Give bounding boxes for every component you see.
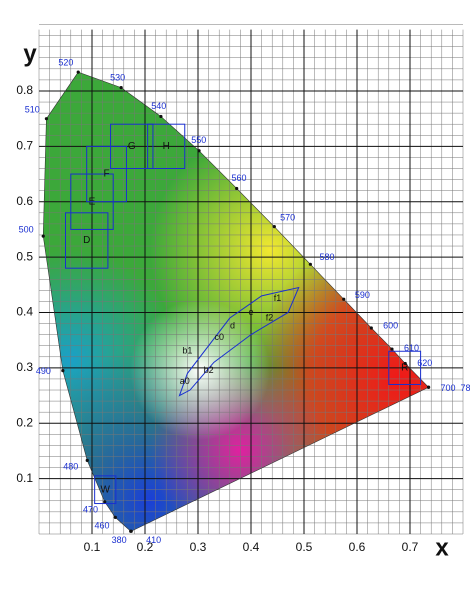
cell-label: d [230, 321, 235, 331]
x-tick-label: 0.1 [84, 540, 101, 554]
locus-point [390, 347, 394, 351]
y-tick-label: 0.6 [16, 194, 33, 208]
locus-point [342, 297, 346, 301]
locus-point [103, 500, 107, 504]
locus-point [272, 225, 276, 229]
grid [38, 24, 464, 535]
wavelength-label: 560 [232, 173, 247, 183]
cell-label: f1 [274, 293, 282, 303]
x-tick-label: 0.2 [137, 540, 154, 554]
tolerance-band [178, 286, 300, 397]
cell-label: a0 [180, 376, 190, 386]
wavelength-label: 540 [151, 101, 166, 111]
region-label: H [163, 141, 170, 152]
region-label: F [104, 169, 110, 180]
wavelength-label: 600 [383, 321, 398, 331]
region-box [65, 212, 109, 269]
wavelength-label: 570 [280, 212, 295, 222]
wavelength-label: 590 [355, 290, 370, 300]
wavelength-label: 780 [460, 383, 470, 393]
locus-point [197, 149, 201, 153]
locus-point [426, 385, 431, 389]
locus-point [403, 361, 407, 366]
wavelength-label: 380 [112, 535, 127, 545]
locus-point [308, 262, 312, 266]
locus-point [76, 70, 80, 74]
x-axis-title: x [435, 534, 449, 561]
cell-label: f2 [266, 312, 274, 322]
wavelength-label: 460 [95, 521, 110, 531]
locus-point [235, 186, 239, 191]
locus-point [44, 117, 49, 121]
locus-point [85, 458, 89, 462]
y-tick-label: 0.3 [16, 360, 33, 374]
wavelength-label: 550 [191, 135, 206, 145]
cell-label: b2 [204, 365, 214, 375]
y-tick-label: 0.1 [16, 471, 33, 485]
wavelength-label: 500 [19, 224, 34, 234]
region-label: D [83, 235, 90, 246]
wavelength-label: 490 [36, 366, 51, 376]
region-label: R [401, 363, 408, 374]
region-box [110, 123, 154, 170]
x-tick-label: 0.4 [243, 540, 260, 554]
wavelength-label: 620 [417, 358, 432, 368]
region-box [388, 350, 422, 385]
region-box [94, 475, 117, 505]
locus-point [61, 369, 65, 373]
x-tick-label: 0.5 [296, 540, 313, 554]
wavelength-label: 530 [110, 72, 125, 82]
y-tick-label: 0.2 [16, 415, 33, 429]
locus-point [113, 515, 117, 519]
region-box [147, 123, 186, 170]
locus-point [119, 86, 123, 90]
x-tick-label: 0.7 [402, 540, 419, 554]
wavelength-label: 580 [319, 252, 334, 262]
wavelength-label: 470 [83, 505, 98, 515]
wavelength-label: 520 [58, 57, 73, 67]
locus-point [129, 529, 133, 533]
region-label: G [128, 141, 136, 152]
region-box [86, 145, 127, 203]
wavelength-label: 410 [146, 535, 161, 545]
x-tick-label: 0.6 [349, 540, 366, 554]
locus-point [159, 114, 163, 119]
overlay: 0.1 0.2 0.3 0.4 0.5 0.6 0.7 0.1 0.2 0.3 0.4 0.5 0.6 0… [16, 57, 470, 554]
cell-label: c0 [214, 332, 224, 342]
locus-point [369, 326, 373, 330]
locus-point [41, 234, 45, 238]
wavelength-label: 510 [25, 105, 40, 115]
y-tick-label: 0.8 [16, 83, 33, 97]
wavelength-label: 480 [63, 461, 78, 471]
y-tick-label: 0.5 [16, 249, 33, 263]
cell-label: b1 [182, 346, 192, 356]
y-axis-title: y [23, 40, 37, 67]
wavelength-label: 700 [440, 383, 455, 393]
region-label: W [101, 484, 111, 495]
wavelength-label: 610 [404, 343, 419, 353]
cell-label: e [248, 307, 253, 317]
y-tick-label: 0.7 [16, 139, 33, 153]
x-tick-label: 0.3 [190, 540, 207, 554]
y-tick-label: 0.4 [16, 305, 33, 319]
